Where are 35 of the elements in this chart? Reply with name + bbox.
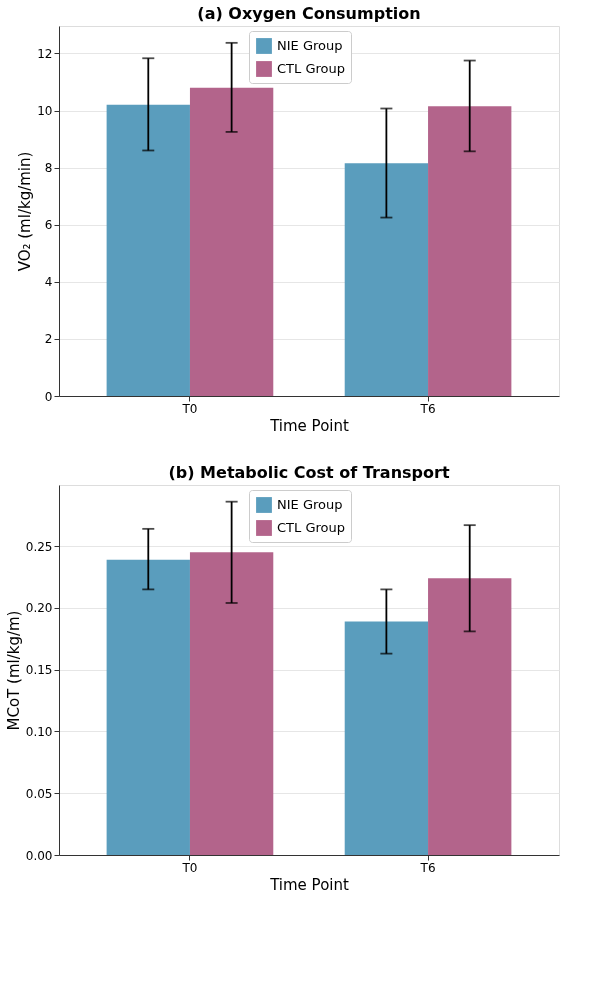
bar [106, 104, 190, 396]
bar [106, 559, 190, 855]
y-tick-label: 0.00 [25, 848, 53, 863]
x-tick-label: T6 [419, 860, 436, 875]
x-tick-label: T0 [181, 401, 198, 416]
x-axis-title: Time Point [269, 875, 349, 894]
y-tick-label: 4 [44, 275, 53, 290]
x-axis-title: Time Point [269, 416, 349, 435]
bar [189, 87, 274, 396]
x-tick-label: T6 [419, 401, 436, 416]
y-tick-label: 0.05 [25, 786, 53, 801]
bar [344, 621, 429, 855]
legend-label: CTL Group [277, 61, 345, 76]
legend-label: NIE Group [277, 497, 343, 512]
x-tick-label: T0 [181, 860, 198, 875]
bar [428, 106, 512, 396]
y-tick-label: 2 [44, 332, 53, 347]
y-tick-label: 12 [37, 46, 53, 61]
y-tick-label: 0 [44, 389, 53, 404]
y-tick-label: 10 [37, 104, 53, 119]
y-axis-title: MCoT (ml/kg/m) [4, 610, 23, 731]
legend-label: NIE Group [277, 38, 343, 53]
y-tick-label: 0.20 [25, 601, 53, 616]
chart-title: (a) Oxygen Consumption [197, 4, 421, 23]
bar [428, 578, 512, 855]
bar [344, 163, 429, 396]
chart-title: (b) Metabolic Cost of Transport [168, 463, 450, 482]
y-tick-label: 0.15 [25, 663, 53, 678]
y-tick-label: 6 [44, 218, 53, 233]
y-tick-label: 0.25 [25, 539, 53, 554]
bar [189, 552, 274, 855]
y-axis-title: VO₂ (ml/kg/min) [16, 151, 35, 272]
y-tick-label: 8 [44, 161, 53, 176]
y-tick-label: 0.10 [25, 724, 53, 739]
legend-label: CTL Group [277, 520, 345, 535]
